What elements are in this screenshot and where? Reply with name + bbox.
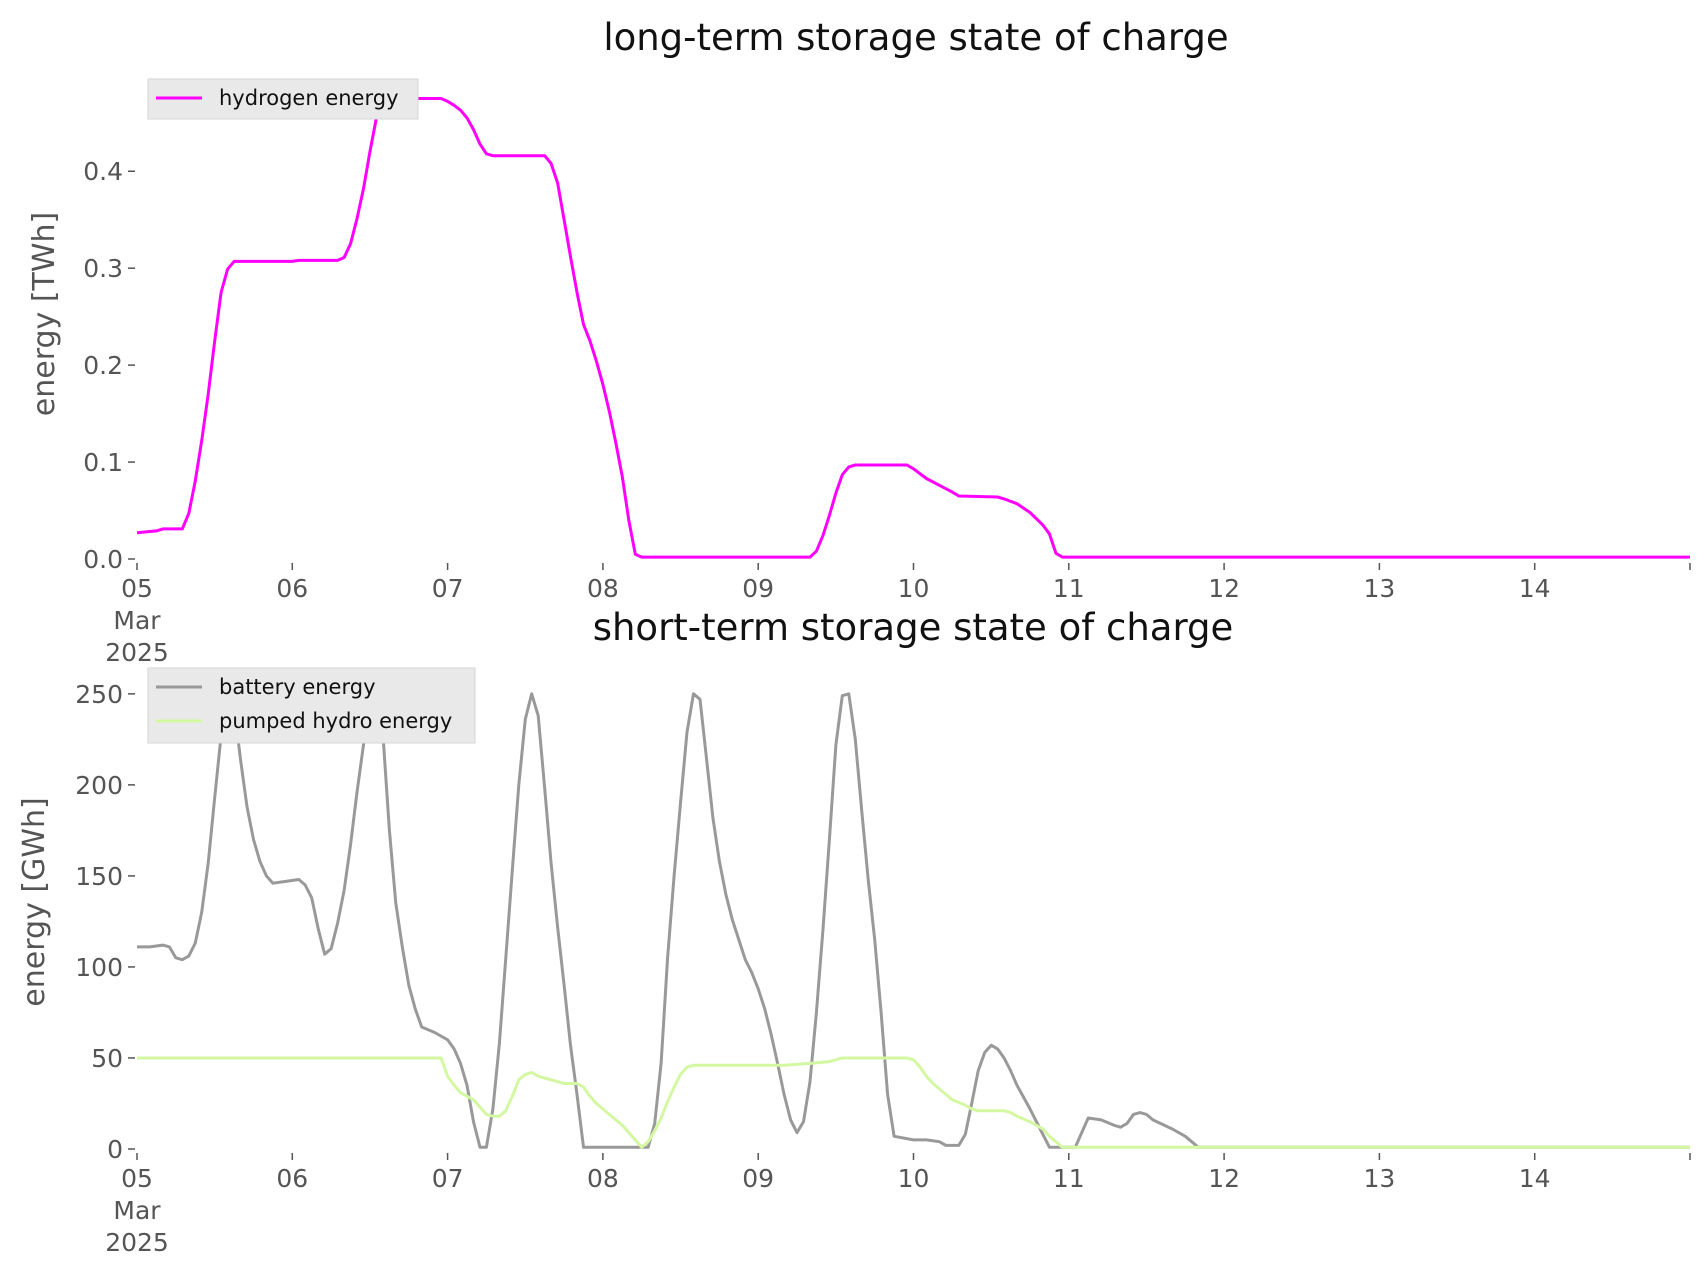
long-term-x-tick-label: 12 [1208, 574, 1240, 603]
long-term-x-tick-label: 2025 [105, 638, 169, 667]
long-term-y-axis-label: energy [TWh] [27, 212, 62, 416]
short-term-chart-title: short-term storage state of charge [593, 606, 1234, 649]
short-term-y-tick-label: 50 [91, 1044, 123, 1073]
long-term-x-tick-label: 07 [432, 574, 464, 603]
long-term-y-tick-label: 0.2 [83, 351, 123, 380]
short-term-y-tick-label: 250 [75, 680, 123, 709]
short-term-legend-label-battery: battery energy [219, 675, 376, 699]
short-term-series-line-1 [137, 1056, 1690, 1149]
long-term-y-tick-label: 0.4 [83, 157, 123, 186]
short-term-x-tick-label: 2025 [105, 1228, 169, 1257]
short-term-x-tick-label: 14 [1519, 1164, 1551, 1193]
short-term-y-tick-label: 100 [75, 953, 123, 982]
long-term-y-tick-label: 0.3 [83, 254, 123, 283]
long-term-legend-label-hydrogen: hydrogen energy [219, 86, 399, 110]
long-term-x-tick-label: 06 [276, 574, 308, 603]
short-term-legend: battery energy pumped hydro energy [147, 667, 476, 744]
short-term-x-tick-label: 05 [121, 1164, 153, 1193]
short-term-x-tick-label: 09 [742, 1164, 774, 1193]
short-term-y-tick-label: 150 [75, 862, 123, 891]
short-term-x-tick-label: 13 [1363, 1164, 1395, 1193]
long-term-x-tick-label: 09 [742, 574, 774, 603]
long-term-x-tick-label: 11 [1053, 574, 1085, 603]
short-term-y-tick-label: 200 [75, 771, 123, 800]
short-term-x-tick-label: Mar [113, 1196, 161, 1225]
long-term-x-tick-label: 14 [1519, 574, 1551, 603]
short-term-x-tick-label: 10 [898, 1164, 930, 1193]
long-term-plot-area: 0.0 0.1 0.2 0.3 0.4 05 Mar 2025 06 07 08 09 10 11 12 13… [83, 97, 1691, 667]
short-term-x-tick-label: 06 [276, 1164, 308, 1193]
long-term-chart-title: long-term storage state of charge [603, 16, 1228, 59]
long-term-y-tick-label: 0.1 [83, 448, 123, 477]
short-term-plot-area: 0 50 100 150 200 250 05 Mar 2025 06 07 08 09 10 11 12 13… [75, 680, 1691, 1257]
long-term-chart: long-term storage state of charge energy… [27, 16, 1691, 667]
short-term-x-tick-label: 11 [1053, 1164, 1085, 1193]
short-term-chart: short-term storage state of charge energ… [17, 606, 1691, 1257]
short-term-legend-label-pumped-hydro: pumped hydro energy [219, 709, 452, 733]
short-term-series-line-0 [137, 692, 1690, 1149]
long-term-legend: hydrogen energy [147, 78, 419, 120]
short-term-legend-box [147, 667, 476, 744]
long-term-x-tick-label: Mar [113, 606, 161, 635]
long-term-x-tick-label: 10 [898, 574, 930, 603]
long-term-x-tick-label: 13 [1363, 574, 1395, 603]
short-term-x-tick-label: 12 [1208, 1164, 1240, 1193]
long-term-x-tick-label: 08 [587, 574, 619, 603]
long-term-y-tick-label: 0.0 [83, 545, 123, 574]
long-term-x-tick-label: 05 [121, 574, 153, 603]
long-term-series-line-0 [136, 97, 1690, 559]
short-term-x-tick-label: 08 [587, 1164, 619, 1193]
short-term-y-tick-label: 0 [107, 1135, 123, 1164]
short-term-x-tick-label: 07 [432, 1164, 464, 1193]
short-term-y-axis-label: energy [GWh] [17, 797, 52, 1006]
